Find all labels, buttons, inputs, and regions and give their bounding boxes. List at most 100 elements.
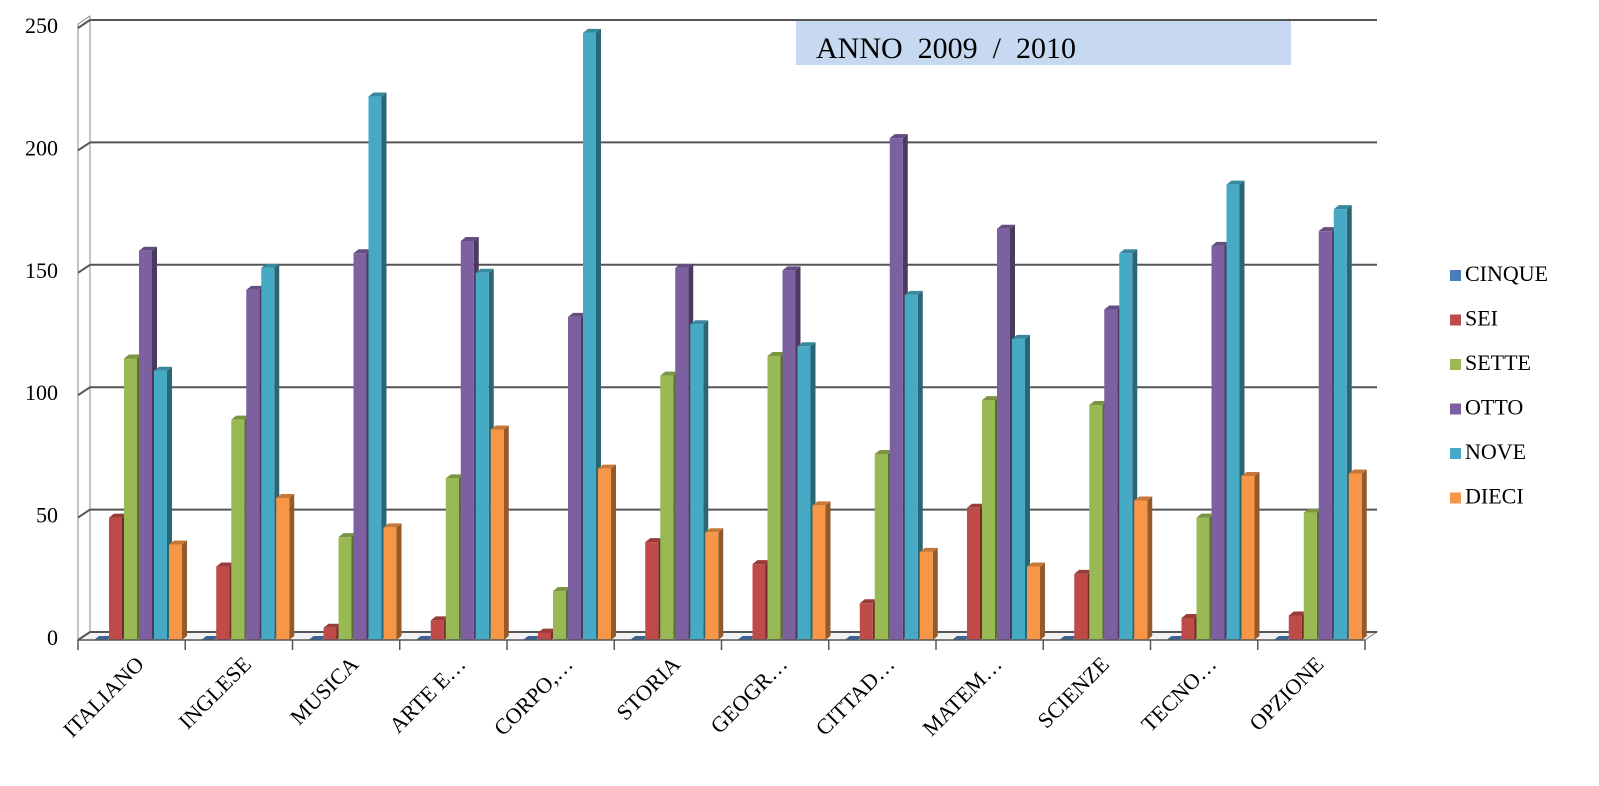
bar-top xyxy=(338,533,357,538)
bar xyxy=(660,375,674,640)
bar-side xyxy=(932,547,938,640)
legend-label: CINQUE xyxy=(1465,261,1548,286)
bar xyxy=(767,356,781,640)
chart-title: ANNO 2009 / 2010 xyxy=(816,32,1076,65)
bar-top xyxy=(1027,562,1045,567)
bar xyxy=(967,507,980,640)
title-box xyxy=(796,20,1291,65)
bar xyxy=(1226,184,1240,640)
bar xyxy=(1303,512,1317,640)
bar-top xyxy=(445,474,464,479)
bar-top xyxy=(782,266,801,271)
x-tick-label: STORIA xyxy=(611,651,685,725)
bar-top xyxy=(1196,513,1215,518)
bar-top xyxy=(231,415,250,420)
bar-top xyxy=(919,547,938,552)
grid-line-side xyxy=(77,19,91,29)
bar-top xyxy=(261,263,280,268)
bar xyxy=(216,566,230,640)
bar-top xyxy=(201,636,220,640)
bar xyxy=(904,294,918,640)
bar-top xyxy=(1059,636,1078,640)
bar xyxy=(874,453,888,640)
bar xyxy=(261,267,275,640)
bar-top xyxy=(139,246,157,251)
bar-side xyxy=(289,494,295,640)
x-tick-label: TECNO… xyxy=(1136,651,1221,736)
bar xyxy=(1348,473,1362,640)
bar xyxy=(276,498,290,640)
bar-side xyxy=(1040,562,1045,640)
bar xyxy=(538,632,551,640)
bar xyxy=(231,419,245,640)
bar-top xyxy=(844,636,863,640)
legend-swatch xyxy=(1450,270,1461,281)
bar xyxy=(475,272,489,640)
bar xyxy=(139,250,152,640)
bar-top xyxy=(874,449,893,454)
bar-top xyxy=(812,501,831,506)
bar xyxy=(169,544,182,640)
bar xyxy=(1196,517,1210,640)
bar-top xyxy=(1012,334,1030,339)
bar-top xyxy=(1288,611,1307,616)
bar-side xyxy=(718,528,724,640)
bar xyxy=(997,228,1010,640)
bar-top xyxy=(415,636,434,640)
bar-top xyxy=(490,425,509,430)
bar-top xyxy=(982,396,1000,401)
bar-top xyxy=(1303,508,1322,513)
bar xyxy=(675,267,689,640)
bar xyxy=(1241,475,1255,640)
bar-top xyxy=(553,587,571,592)
bar xyxy=(1027,566,1040,640)
bar-top xyxy=(675,263,694,268)
bar xyxy=(1012,338,1025,640)
bar xyxy=(109,517,122,640)
x-tick-label: OPZIONE xyxy=(1244,651,1328,735)
bar xyxy=(797,346,811,640)
bar xyxy=(1333,209,1347,641)
bar xyxy=(889,138,903,640)
bar xyxy=(1074,573,1088,640)
bar-top xyxy=(1119,249,1138,254)
bar xyxy=(812,505,826,640)
bar-top xyxy=(430,616,449,621)
bar-side xyxy=(1254,471,1260,640)
bar xyxy=(490,429,504,640)
bar-top xyxy=(154,366,172,371)
bar xyxy=(1104,309,1118,640)
bar-top xyxy=(889,134,908,139)
y-tick-label: 100 xyxy=(25,380,58,405)
x-tick-label: ITALIANO xyxy=(58,651,149,742)
bar-top xyxy=(1181,613,1200,618)
bar-top xyxy=(583,28,601,33)
x-tick-label: CITTAD… xyxy=(810,651,899,740)
bar-top xyxy=(368,92,387,97)
bar xyxy=(338,537,352,640)
bar-side xyxy=(182,540,187,640)
bar-top xyxy=(276,494,295,499)
bar-top xyxy=(1134,496,1153,501)
x-tick-label: GEOGR… xyxy=(705,651,792,738)
bar xyxy=(568,316,581,640)
bar-top xyxy=(124,354,142,359)
bar-side xyxy=(503,425,509,640)
grid-line-side xyxy=(77,386,91,397)
bar xyxy=(460,240,474,640)
bar-top xyxy=(1104,305,1123,310)
bar xyxy=(782,270,796,640)
bar xyxy=(445,478,459,640)
bar-top xyxy=(598,464,616,469)
legend-swatch xyxy=(1450,359,1461,370)
grid-line-side xyxy=(77,631,91,641)
bar-top xyxy=(1211,241,1230,246)
bar-top xyxy=(630,636,649,640)
x-tick-label: ARTE E… xyxy=(384,651,470,737)
bar-top xyxy=(660,371,679,376)
bar xyxy=(1211,245,1225,640)
bar-top xyxy=(1089,400,1108,405)
bar-top xyxy=(1226,180,1245,185)
bar-top xyxy=(1273,636,1292,640)
y-tick-label: 0 xyxy=(47,625,58,650)
